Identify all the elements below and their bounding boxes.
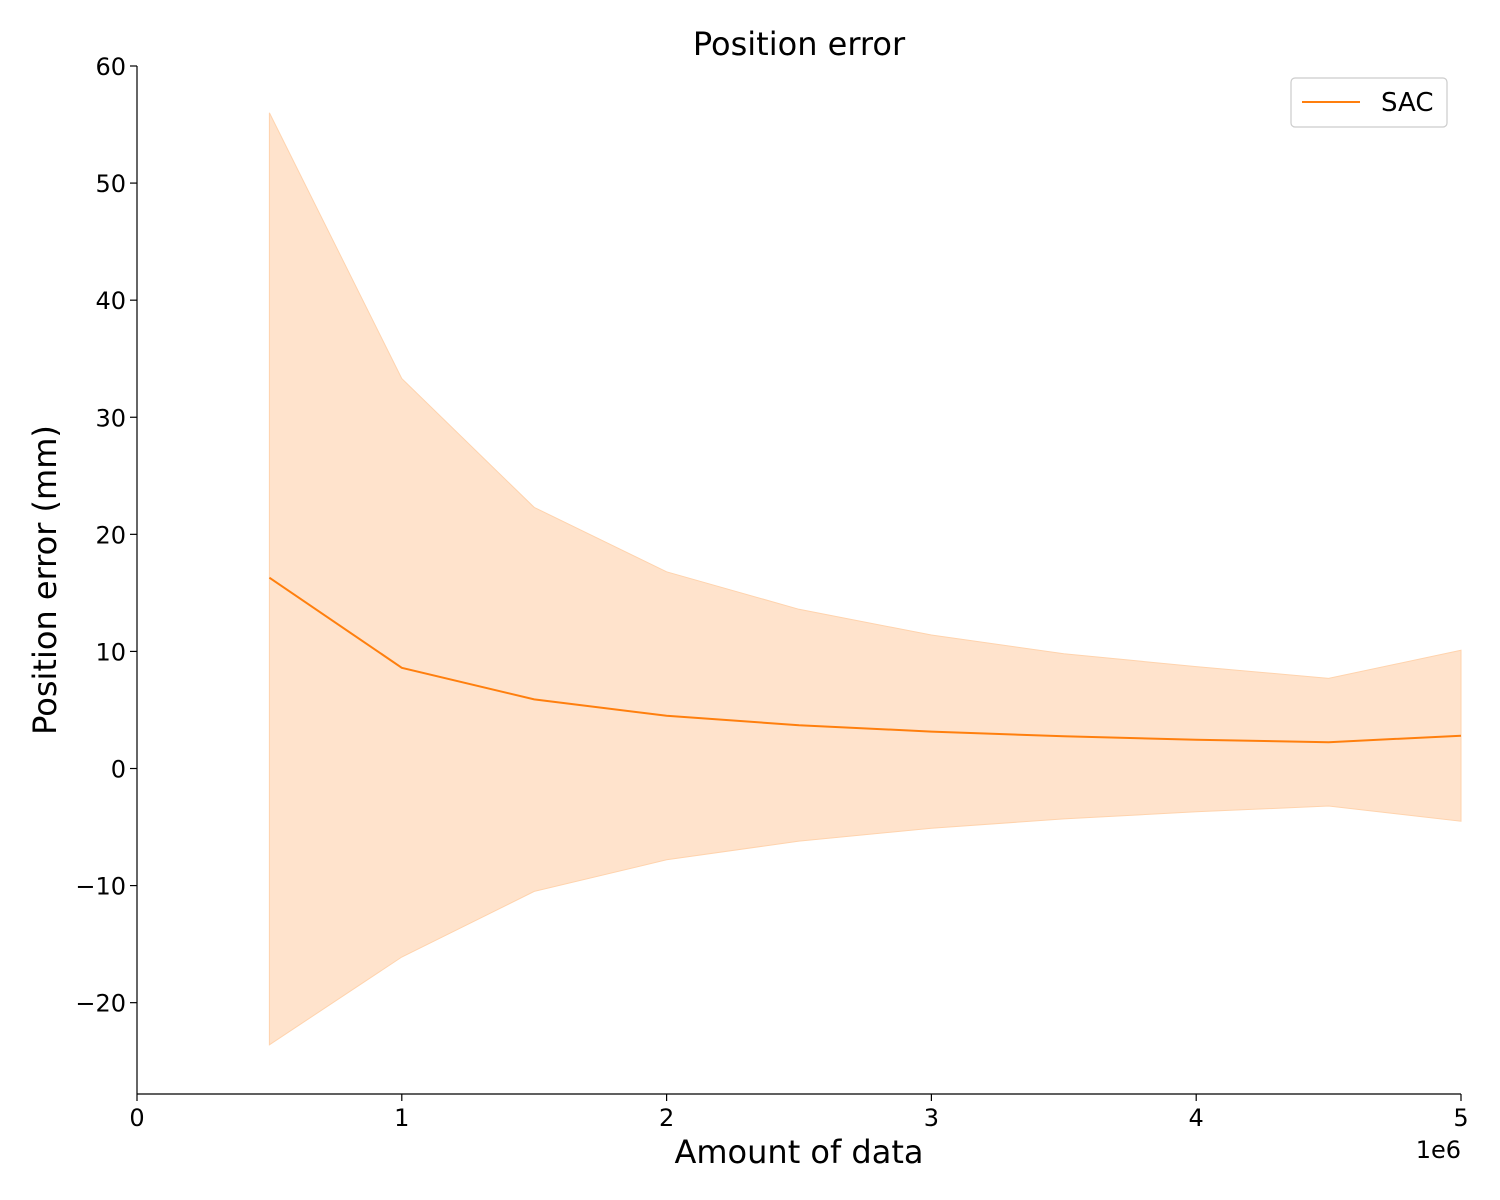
y-tick-label: −20	[75, 990, 126, 1018]
plot-area	[268, 112, 1462, 1046]
y-tick-label: −10	[75, 873, 126, 901]
y-tick-label: 30	[95, 404, 126, 432]
y-tick-label: 10	[95, 638, 126, 666]
x-tick-label: 5	[1453, 1104, 1468, 1132]
y-tick-label: 0	[111, 756, 126, 784]
legend: SAC	[1290, 77, 1448, 128]
x-tick-label: 3	[924, 1104, 939, 1132]
y-tick-label: 40	[95, 287, 126, 315]
x-tick-label: 4	[1189, 1104, 1204, 1132]
legend-box	[1290, 77, 1448, 128]
x-axis-title: Amount of data	[674, 1133, 923, 1171]
legend-label-sac: SAC	[1381, 88, 1433, 118]
x-ticks: 0 1 2 3 4 5	[129, 1094, 1469, 1132]
y-tick-label: 60	[95, 53, 126, 81]
chart-title: Position error	[693, 25, 906, 63]
x-tick-label: 1	[394, 1104, 409, 1132]
x-tick-label: 2	[659, 1104, 674, 1132]
x-offset-label: 1e6	[1416, 1136, 1461, 1164]
y-ticks: −20 −10 0 10 20 30 40 50 60	[75, 53, 137, 1018]
x-tick-label: 0	[129, 1104, 144, 1132]
y-tick-label: 50	[95, 170, 126, 198]
sac-mean-line	[268, 576, 1462, 744]
y-tick-label: 20	[95, 521, 126, 549]
sac-confidence-band	[268, 112, 1462, 1046]
y-axis-title: Position error (mm)	[26, 425, 64, 735]
